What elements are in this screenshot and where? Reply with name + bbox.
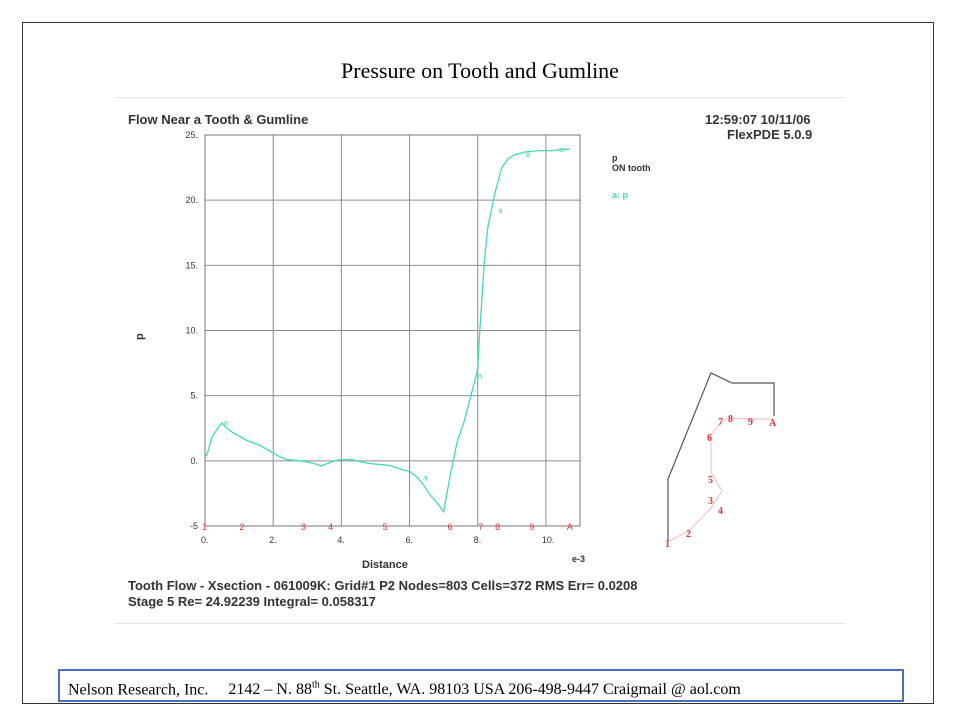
- info-line-2: Stage 5 Re= 24.92239 Integral= 0.058317: [128, 594, 376, 609]
- node-marker-layer: 1 2 3 4 5 6 7 8 9 A: [202, 522, 573, 532]
- curve-label: a: [560, 145, 565, 154]
- inset-label-A: A: [769, 418, 777, 429]
- inset-path: [668, 417, 771, 542]
- y-axis-label: p: [134, 333, 146, 340]
- inset-label-5: 5: [708, 475, 713, 486]
- footer-bar: Nelson Research, Inc. 2142 – N. 88th St.…: [58, 669, 904, 702]
- inset-outline: [667, 372, 775, 541]
- inset-label-3: 3: [708, 496, 713, 507]
- curve-label: a: [498, 206, 503, 215]
- x-exponent: e-3: [572, 554, 585, 564]
- plot-frame: [204, 134, 581, 527]
- curve-label: a: [224, 419, 229, 428]
- y-tick-label: 10.: [185, 326, 198, 336]
- node-marker: 4: [328, 522, 333, 532]
- domain-inset: 1 2 3 4 5 6 7 8 9 A: [665, 372, 777, 550]
- inset-label-1: 1: [665, 539, 670, 550]
- info-line-1: Tooth Flow - Xsection - 061009K: Grid#1 …: [128, 578, 638, 593]
- pressure-curve: [204, 148, 570, 514]
- y-tick-label: 20.: [185, 195, 198, 205]
- legend-entry: a: p: [612, 190, 629, 200]
- x-tick-label: 8.: [474, 535, 482, 545]
- node-marker: 8: [495, 522, 500, 532]
- curve-label: a: [478, 372, 483, 381]
- node-marker: 2: [240, 522, 245, 532]
- footer-address-pre: 2142 – N. 88: [228, 681, 312, 699]
- timestamp: 12:59:07 10/11/06: [705, 112, 811, 127]
- x-tick-label: 2.: [269, 535, 277, 545]
- inset-label-6: 6: [707, 433, 712, 444]
- grid-layer: [204, 134, 580, 527]
- y-tick-label: 5.: [190, 391, 198, 401]
- legend-var: p: [612, 153, 618, 163]
- inset-label-7: 7: [718, 417, 723, 428]
- slide-title: Pressure on Tooth and Gumline: [341, 58, 619, 83]
- inset-label-2: 2: [686, 529, 691, 540]
- node-marker: 9: [529, 522, 534, 532]
- slide-frame: [22, 22, 934, 704]
- y-tick-label: -5: [190, 521, 198, 531]
- plot-panel: Flow Near a Tooth & Gumline 12:59:07 10/…: [115, 97, 845, 624]
- node-marker: 3: [301, 522, 306, 532]
- inset-label-9: 9: [748, 417, 753, 428]
- x-tick-label: 10.: [542, 535, 555, 545]
- node-marker: A: [567, 522, 573, 532]
- curve-label-layer: a a a a a a: [224, 145, 565, 482]
- x-tick-label: 4.: [337, 535, 345, 545]
- y-tick-label: 0.: [190, 456, 198, 466]
- inset-label-8: 8: [728, 414, 733, 425]
- inset-label-4: 4: [718, 506, 723, 517]
- x-tick-label: 6.: [406, 535, 414, 545]
- plot-title: Flow Near a Tooth & Gumline: [128, 112, 308, 127]
- footer-org: Nelson Research, Inc.: [68, 681, 209, 699]
- x-axis-label: Distance: [362, 559, 408, 571]
- node-marker: 5: [383, 522, 388, 532]
- y-tick-label: 15.: [185, 260, 198, 270]
- legend-sub: ON tooth: [612, 163, 651, 173]
- curve-label: a: [525, 150, 530, 159]
- node-marker: 6: [447, 522, 452, 532]
- y-tick-label: 25.: [185, 130, 198, 140]
- node-marker: 1: [202, 522, 207, 532]
- x-tick-label: 0.: [201, 535, 209, 545]
- footer-address-sup: th: [311, 680, 320, 691]
- software-version: FlexPDE 5.0.9: [727, 127, 812, 142]
- curve-label: a: [423, 473, 428, 482]
- plot-svg: Flow Near a Tooth & Gumline 12:59:07 10/…: [128, 112, 812, 609]
- tick-layer: 0. 2. 4. 6. 8. 10.-50.5.10.15.20.25.: [185, 130, 554, 545]
- node-marker: 7: [478, 522, 483, 532]
- footer-address-post: St. Seattle, WA. 98103 USA 206-498-9447 …: [319, 681, 741, 699]
- footer-address: 2142 – N. 88th St. Seattle, WA. 98103 US…: [228, 680, 741, 699]
